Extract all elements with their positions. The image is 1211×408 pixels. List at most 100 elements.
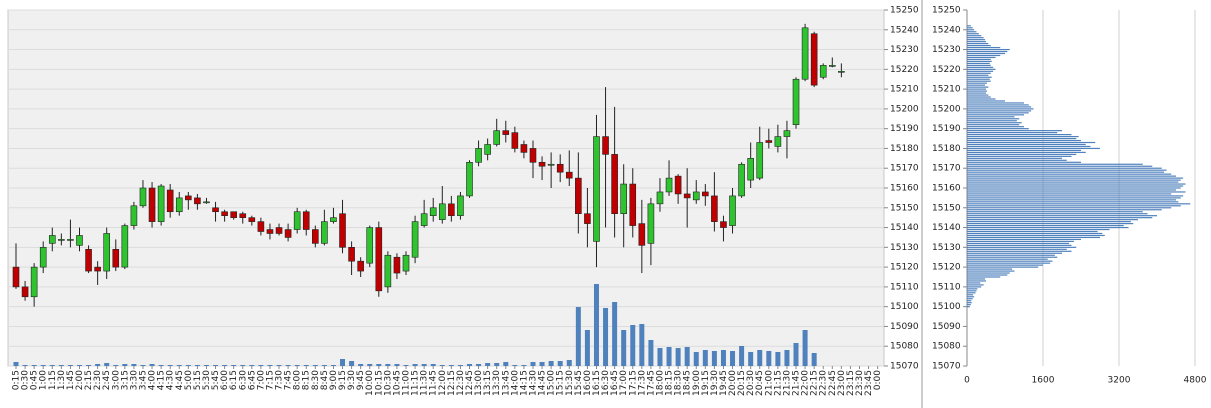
profile-bar <box>967 280 986 282</box>
x-tick-label: 5:30 <box>202 370 212 390</box>
profile-bar <box>967 250 1072 252</box>
candle-body <box>629 183 637 226</box>
profile-bar <box>967 213 1148 215</box>
x-tick-label: 13:00 <box>474 370 484 396</box>
profile-bar <box>967 29 975 31</box>
x-tick-label: 1:45 <box>66 370 76 390</box>
x-tick-label: 17:15 <box>628 370 638 396</box>
profile-bar <box>967 248 1067 250</box>
profile-bar <box>967 132 1058 134</box>
candle-body <box>838 71 845 73</box>
y-tick-label: 15170 <box>932 164 961 174</box>
x-tick-label: 1600 <box>1032 376 1055 386</box>
x-tick-label: 3:15 <box>120 370 130 390</box>
profile-bar <box>967 256 1058 258</box>
volume-bar <box>421 364 427 366</box>
profile-bar <box>967 135 1079 138</box>
x-tick-label: 1:00 <box>39 370 49 390</box>
x-tick-label: 8:00 <box>293 370 303 390</box>
volume-bar <box>639 324 645 366</box>
x-tick-label: 12:30 <box>456 370 466 396</box>
volume-bar <box>575 307 581 366</box>
volume-bar <box>593 284 599 366</box>
candle-body <box>738 163 745 197</box>
x-tick-label: 4800 <box>1184 376 1207 386</box>
profile-bar <box>967 195 1184 197</box>
x-tick-label: 22:45 <box>828 370 838 396</box>
x-tick-label: 18:30 <box>674 370 684 396</box>
candle-body <box>357 260 364 272</box>
profile-bar <box>967 106 1032 108</box>
x-tick-label: 10:45 <box>392 370 402 396</box>
candle-body <box>21 286 29 298</box>
candle-body <box>411 221 419 258</box>
profile-bar <box>967 56 996 59</box>
profile-bar <box>967 254 1055 256</box>
volume-bar <box>13 362 19 366</box>
profile-bar <box>967 147 1100 150</box>
profile-bar <box>967 209 1162 211</box>
x-tick-label: 9:15 <box>338 370 348 390</box>
profile-bar <box>967 244 1072 246</box>
candle-body <box>448 203 455 216</box>
profile-bar <box>967 262 1051 264</box>
volume-bar <box>457 365 463 366</box>
x-tick-label: 14:00 <box>510 370 520 396</box>
profile-bar <box>967 124 1020 126</box>
profile-bar <box>967 90 987 92</box>
x-tick-label: 3200 <box>1108 376 1131 386</box>
candle-body <box>711 195 718 222</box>
profile-bar <box>967 86 989 88</box>
profile-bar <box>967 266 1039 268</box>
candle-body <box>765 140 773 143</box>
candle-body <box>384 254 392 288</box>
profile-bar <box>967 52 1005 55</box>
candle-body <box>67 239 74 241</box>
volume-bar <box>720 350 726 366</box>
profile-bar <box>967 238 1081 241</box>
volume-bar <box>131 364 137 366</box>
profile-bar <box>967 219 1138 221</box>
profile-bar <box>967 173 1172 175</box>
volume-bar <box>194 365 200 366</box>
profile-bar <box>967 139 1081 142</box>
candle-body <box>39 247 47 268</box>
profile-bar <box>967 96 991 98</box>
volume-bar <box>358 364 364 366</box>
x-tick-label: 14:45 <box>538 370 548 396</box>
profile-bar <box>967 221 1131 223</box>
candle-body <box>584 213 591 224</box>
x-tick-label: 19:30 <box>710 370 720 396</box>
x-tick-label: 14:15 <box>519 370 529 396</box>
candle-body <box>674 175 682 195</box>
profile-bar <box>967 232 1103 235</box>
x-tick-label: 19:15 <box>701 370 711 396</box>
candle-body <box>457 195 464 216</box>
volume-bar <box>784 350 790 366</box>
volume-bar <box>621 330 627 366</box>
y-tick-label: 15220 <box>890 65 919 75</box>
profile-bar <box>967 278 986 280</box>
x-tick-label: 5:15 <box>193 370 203 390</box>
x-tick-label: 8:45 <box>320 370 330 390</box>
volume-bar <box>439 365 445 366</box>
candle-body <box>312 229 319 244</box>
y-tick-label: 15190 <box>932 124 961 134</box>
volume-bar <box>757 350 763 366</box>
profile-bar <box>967 268 1013 270</box>
volume-bar <box>739 346 745 366</box>
volume-bar <box>67 365 73 366</box>
profile-bar <box>967 215 1157 217</box>
profile-bar <box>967 272 1010 274</box>
volume-bar <box>222 365 228 366</box>
candle-body <box>647 203 655 244</box>
y-tick-label: 15170 <box>890 164 919 174</box>
candle-body <box>257 221 265 232</box>
volume-bar <box>557 361 563 366</box>
volume-bar <box>349 361 355 366</box>
profile-bar <box>967 98 996 100</box>
profile-bar <box>967 134 1072 136</box>
volume-bar <box>122 364 128 366</box>
x-tick-label: 23:00 <box>837 370 847 396</box>
profile-bar <box>967 292 976 294</box>
